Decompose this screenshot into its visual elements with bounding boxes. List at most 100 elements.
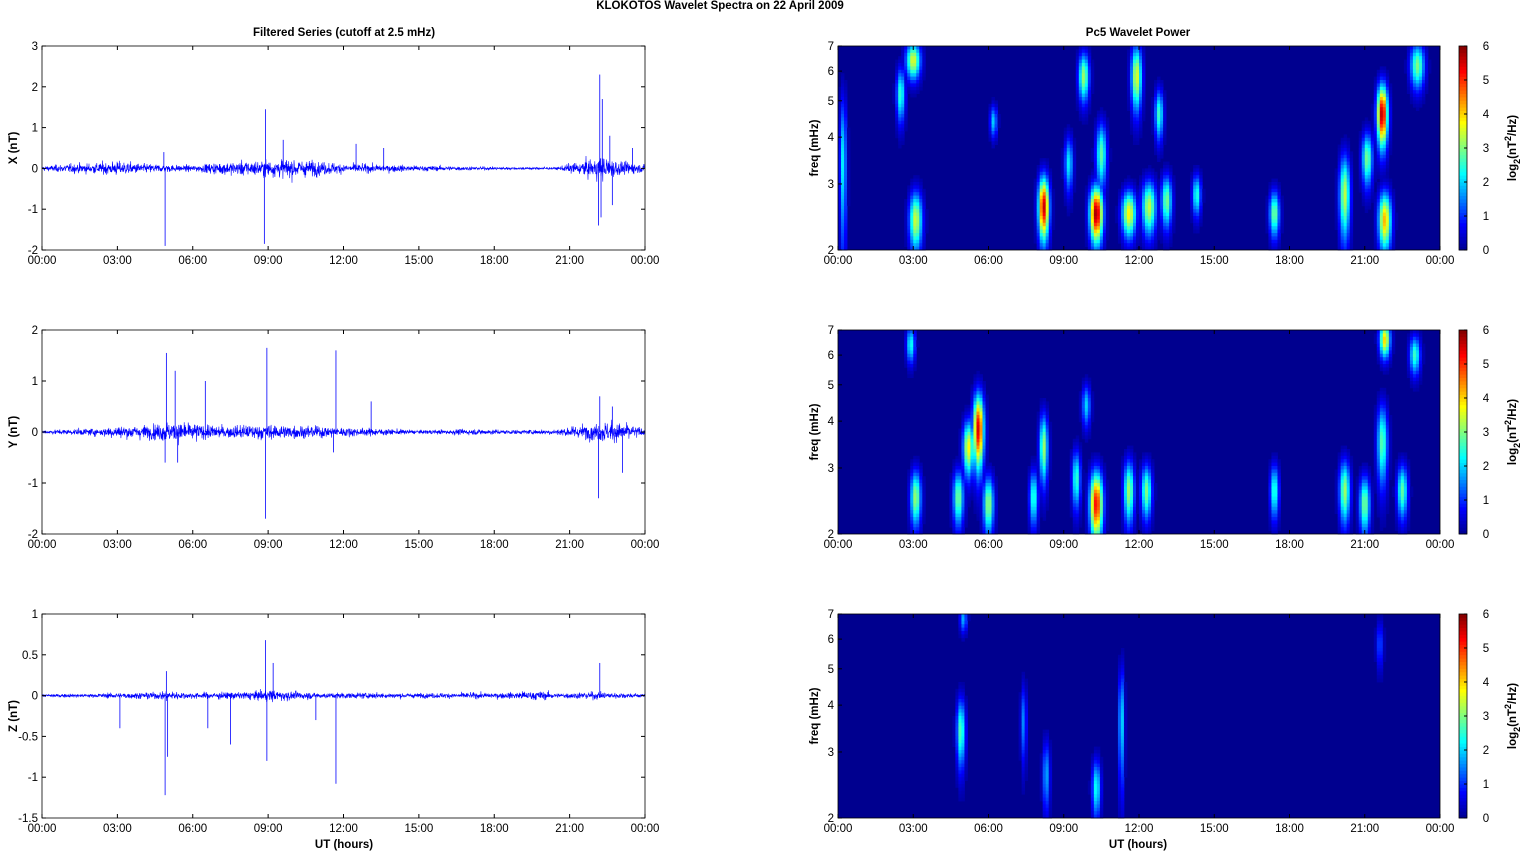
heatmap-cell <box>1355 506 1360 511</box>
heatmap-cell <box>1364 131 1369 135</box>
heatmap-cell <box>1151 120 1155 125</box>
heatmap-cell <box>979 455 983 460</box>
heatmap-cell <box>1373 455 1378 460</box>
heatmap-cell <box>1120 212 1125 217</box>
heatmap-cell <box>1132 69 1137 74</box>
heatmap-cell <box>922 503 926 508</box>
heatmap-cell <box>904 49 908 54</box>
heatmap-cell <box>964 411 968 416</box>
heatmap-cell <box>1120 182 1125 186</box>
heatmap-cell <box>1139 472 1143 477</box>
heatmap-cell <box>1277 219 1281 224</box>
heatmap-cell <box>1093 199 1098 203</box>
heatmap-cell <box>1048 233 1053 237</box>
heatmap-cell <box>1367 500 1372 504</box>
heatmap-cell <box>1093 209 1098 213</box>
heatmap-cell <box>1346 148 1351 152</box>
heatmap-cell <box>1099 459 1104 463</box>
heatmap-cell <box>1271 205 1275 210</box>
heatmap-cell <box>1172 199 1176 203</box>
heatmap-cell <box>1151 483 1155 487</box>
heatmap-cell <box>1361 510 1366 514</box>
heatmap-cell <box>1361 158 1366 162</box>
heatmap-cell <box>1274 188 1278 193</box>
heatmap-cell <box>1051 188 1056 193</box>
heatmap-cell <box>967 425 971 429</box>
heatmap-cell <box>1154 493 1158 497</box>
heatmap-cell <box>1385 131 1390 135</box>
heatmap-cell <box>973 425 977 429</box>
heatmap-cell <box>901 141 905 145</box>
heatmap-cell <box>1403 479 1408 484</box>
heatmap-cell <box>970 452 974 457</box>
heatmap-cell <box>1132 66 1137 71</box>
heatmap-cell <box>910 202 914 207</box>
colorbar-label-unit-end: /Hz) <box>1507 115 1519 136</box>
heatmap-cell <box>1376 216 1381 220</box>
heatmap-cell <box>841 212 845 217</box>
heatmap-cell <box>901 120 905 125</box>
heatmap-cell <box>1078 483 1083 487</box>
heatmap-cell <box>958 442 962 446</box>
heatmap-cell <box>1343 246 1348 251</box>
heatmap-cell <box>1169 192 1173 196</box>
heatmap-cell <box>1166 188 1170 193</box>
heatmap-cell <box>1391 192 1396 196</box>
heatmap-cell <box>1418 343 1423 348</box>
heatmap-cell <box>1358 510 1363 514</box>
heatmap-cell <box>979 391 983 395</box>
heatmap-cell <box>1376 500 1381 504</box>
heatmap-cell <box>994 476 998 480</box>
heatmap-cell <box>1084 500 1089 504</box>
heatmap-cell <box>967 486 971 491</box>
heatmap-cell <box>1045 182 1050 186</box>
heatmap-cell <box>1340 219 1345 224</box>
heatmap-cell <box>1142 73 1146 77</box>
heatmap-cell <box>958 445 962 450</box>
heatmap-cell <box>1093 168 1098 173</box>
heatmap-cell <box>1415 73 1420 77</box>
heatmap-cell <box>922 506 926 511</box>
heatmap-cell <box>844 209 848 213</box>
heatmap-cell <box>901 131 905 135</box>
heatmap-cell <box>1036 188 1041 193</box>
heatmap-cell <box>1060 154 1065 159</box>
heatmap-cell <box>1382 73 1387 77</box>
heatmap-cell <box>1139 86 1143 91</box>
heatmap-cell <box>1120 510 1125 514</box>
heatmap-cell <box>1036 466 1041 470</box>
heatmap-cell <box>1406 340 1411 344</box>
heatmap-cell <box>994 127 998 132</box>
heatmap-cell <box>1415 107 1420 111</box>
heatmap-cell <box>841 165 845 169</box>
heatmap-cell <box>1190 212 1194 217</box>
heatmap-cell <box>1148 486 1152 491</box>
heatmap-cell <box>1142 90 1146 94</box>
heatmap-cell <box>1048 243 1053 247</box>
heatmap-cell <box>1087 175 1092 179</box>
heatmap-cell <box>1424 59 1429 64</box>
heatmap-cell <box>1376 445 1381 450</box>
heatmap-cell <box>1033 185 1038 190</box>
heatmap-cell <box>1334 510 1339 514</box>
heatmap-cell <box>1093 496 1098 501</box>
heatmap-cell <box>1373 459 1378 463</box>
heatmap-cell <box>1120 199 1125 203</box>
heatmap-cell <box>916 236 920 241</box>
heatmap-cell <box>1093 506 1098 511</box>
heatmap-cell <box>1030 489 1035 494</box>
heatmap-cell <box>1385 493 1390 497</box>
heatmap-cell <box>1145 209 1149 213</box>
heatmap-cell <box>1087 107 1092 111</box>
heatmap-cell <box>916 469 920 474</box>
heatmap-cell <box>1033 233 1038 237</box>
heatmap-cell <box>1361 120 1366 125</box>
heatmap-cell <box>1087 182 1092 186</box>
heatmap-cell <box>838 154 842 159</box>
colorbar-cell <box>1459 212 1467 217</box>
colorbar-cell <box>1459 107 1467 111</box>
heatmap-cell <box>919 506 923 511</box>
heatmap-cell <box>1157 90 1161 94</box>
heatmap-cell <box>1102 486 1107 491</box>
heatmap-cell <box>1154 483 1158 487</box>
